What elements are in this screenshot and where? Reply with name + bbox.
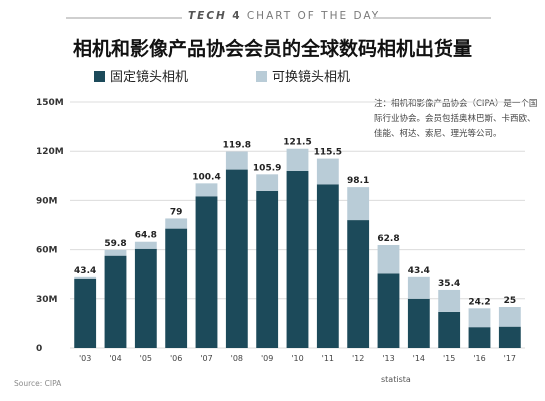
chart-note: 注：相机和影像产品协会（CIPA）是一个国际行业协会。会员包括奥林巴斯、卡西欧、…	[374, 99, 538, 139]
y-tick-label: 30M	[36, 295, 58, 305]
bar-interchangeable-lens	[134, 241, 157, 249]
banner-label: CHART OF THE DAY	[246, 10, 381, 22]
bar-fixed-lens	[225, 169, 248, 348]
bar-fixed-lens	[286, 170, 309, 348]
x-tick-label: '07	[200, 354, 212, 363]
bar-total-label: 24.2	[468, 297, 490, 307]
bar-total-label: 43.4	[74, 266, 96, 276]
bar-interchangeable-lens	[316, 158, 339, 185]
source-note: Source: CIPA	[14, 379, 62, 388]
bar-fixed-lens	[134, 248, 157, 348]
bar-total-label: 25	[504, 296, 517, 306]
x-tick-label: '10	[291, 354, 303, 363]
y-tick-label: 60M	[36, 246, 58, 256]
bar-interchangeable-lens	[104, 249, 127, 256]
bar-interchangeable-lens	[165, 218, 188, 229]
y-tick-label: 150M	[36, 98, 64, 108]
banner-rule-right	[373, 17, 491, 19]
bar-fixed-lens	[347, 220, 370, 348]
x-tick-label: '12	[352, 354, 364, 363]
bar-fixed-lens	[256, 190, 279, 348]
bar-total-label: 100.4	[192, 172, 220, 182]
x-tick-label: '16	[473, 354, 485, 363]
bar-fixed-lens	[104, 255, 127, 348]
bar-fixed-lens	[316, 184, 339, 348]
bar-interchangeable-lens	[468, 308, 491, 328]
banner-text: TECH 4 CHART OF THE DAY	[188, 10, 378, 22]
x-tick-label: '05	[140, 354, 152, 363]
bar-fixed-lens	[498, 326, 521, 348]
bar-fixed-lens	[165, 228, 188, 348]
bar-total-label: 115.5	[314, 148, 342, 158]
bar-total-label: 98.1	[347, 176, 369, 186]
y-tick-label: 120M	[36, 147, 64, 157]
bar-fixed-lens	[195, 196, 218, 348]
bar-total-label: 43.4	[408, 266, 430, 276]
bar-interchangeable-lens	[347, 187, 370, 221]
bar-interchangeable-lens	[74, 276, 97, 279]
banner-mark: 4	[232, 10, 242, 22]
x-tick-label: '14	[413, 354, 425, 363]
legend-swatch-fixed-lens	[94, 71, 105, 82]
x-tick-label: '03	[79, 354, 91, 363]
bar-interchangeable-lens	[407, 276, 430, 299]
legend-label-fixed-lens: 固定镜头相机	[110, 70, 189, 85]
bar-total-label: 64.8	[135, 231, 157, 241]
bar-total-label: 59.8	[104, 239, 126, 249]
bar-total-label: 119.8	[223, 141, 251, 151]
y-tick-label: 90M	[36, 196, 58, 206]
statista-credit: statista	[381, 375, 411, 384]
bar-fixed-lens	[438, 311, 461, 348]
bar-total-label: 121.5	[283, 138, 311, 148]
x-tick-label: '04	[109, 354, 121, 363]
bar-interchangeable-lens	[377, 245, 400, 274]
banner-brand: TECH	[188, 10, 227, 22]
x-tick-label: '06	[170, 354, 182, 363]
x-tick-label: '09	[261, 354, 273, 363]
chart-x-axis: '03 '04 '05 '06 '07 '08 '09 '10 '11 '12 '13 '14 '15 '…	[79, 354, 516, 363]
bar-fixed-lens	[377, 273, 400, 348]
bar-interchangeable-lens	[286, 148, 309, 171]
legend-swatch-interchangeable-lens	[256, 71, 267, 82]
x-tick-label: '08	[231, 354, 243, 363]
bar-interchangeable-lens	[438, 289, 461, 312]
bar-fixed-lens	[74, 278, 97, 348]
bar-interchangeable-lens	[195, 183, 218, 197]
legend-item-interchangeable-lens: 可换镜头相机	[256, 66, 350, 85]
legend-label-interchangeable-lens: 可换镜头相机	[272, 70, 351, 85]
chart-y-axis: 0 30M 60M 90M 120M 150M	[36, 98, 64, 354]
x-tick-label: '13	[382, 354, 394, 363]
bar-interchangeable-lens	[256, 174, 279, 191]
bar-total-label: 105.9	[253, 163, 281, 173]
bar-total-label: 79	[170, 207, 183, 217]
x-tick-label: '15	[443, 354, 455, 363]
bar-total-label: 35.4	[438, 279, 460, 289]
bar-interchangeable-lens	[498, 307, 521, 327]
banner-rule-left	[66, 17, 182, 19]
x-tick-label: '17	[504, 354, 516, 363]
bar-fixed-lens	[468, 327, 491, 348]
bar-fixed-lens	[407, 298, 430, 348]
chart-title: 相机和影像产品协会会员的全球数码相机出货量	[72, 38, 472, 60]
chart-bars	[74, 148, 521, 348]
chart-of-the-day-banner: TECH 4 CHART OF THE DAY	[0, 8, 545, 28]
bar-interchangeable-lens	[225, 151, 248, 170]
bar-total-label: 62.8	[377, 234, 399, 244]
y-tick-label: 0	[36, 344, 42, 354]
legend-item-fixed-lens: 固定镜头相机	[94, 66, 188, 85]
x-tick-label: '11	[322, 354, 334, 363]
